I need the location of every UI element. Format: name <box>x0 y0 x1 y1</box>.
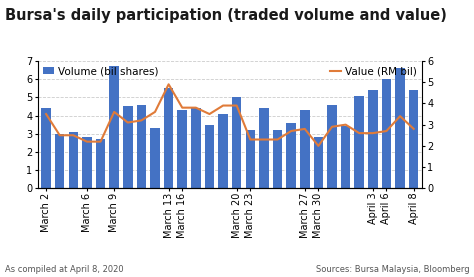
Bar <box>327 105 337 188</box>
Bar <box>286 123 296 188</box>
Bar <box>314 137 323 188</box>
Legend: Value (RM bil): Value (RM bil) <box>330 66 417 76</box>
Bar <box>368 90 378 188</box>
Bar <box>219 114 228 188</box>
Text: Sources: Bursa Malaysia, Bloomberg: Sources: Bursa Malaysia, Bloomberg <box>316 265 469 274</box>
Bar <box>164 88 173 188</box>
Bar <box>273 130 283 188</box>
Bar <box>82 137 91 188</box>
Bar <box>191 108 201 188</box>
Bar <box>109 66 119 188</box>
Bar <box>41 108 51 188</box>
Bar <box>341 127 350 188</box>
Bar <box>123 106 133 188</box>
Bar <box>232 97 241 188</box>
Bar <box>382 79 391 188</box>
Bar <box>137 105 146 188</box>
Bar <box>150 128 160 188</box>
Bar <box>55 134 64 188</box>
Bar <box>409 90 419 188</box>
Bar <box>355 96 364 188</box>
Bar <box>177 110 187 188</box>
Bar <box>69 132 78 188</box>
Bar <box>246 130 255 188</box>
Text: As compiled at April 8, 2020: As compiled at April 8, 2020 <box>5 265 123 274</box>
Bar <box>205 125 214 188</box>
Text: Bursa's daily participation (traded volume and value): Bursa's daily participation (traded volu… <box>5 8 447 23</box>
Bar <box>395 68 405 188</box>
Bar <box>259 108 269 188</box>
Bar <box>300 110 310 188</box>
Bar <box>96 139 105 188</box>
